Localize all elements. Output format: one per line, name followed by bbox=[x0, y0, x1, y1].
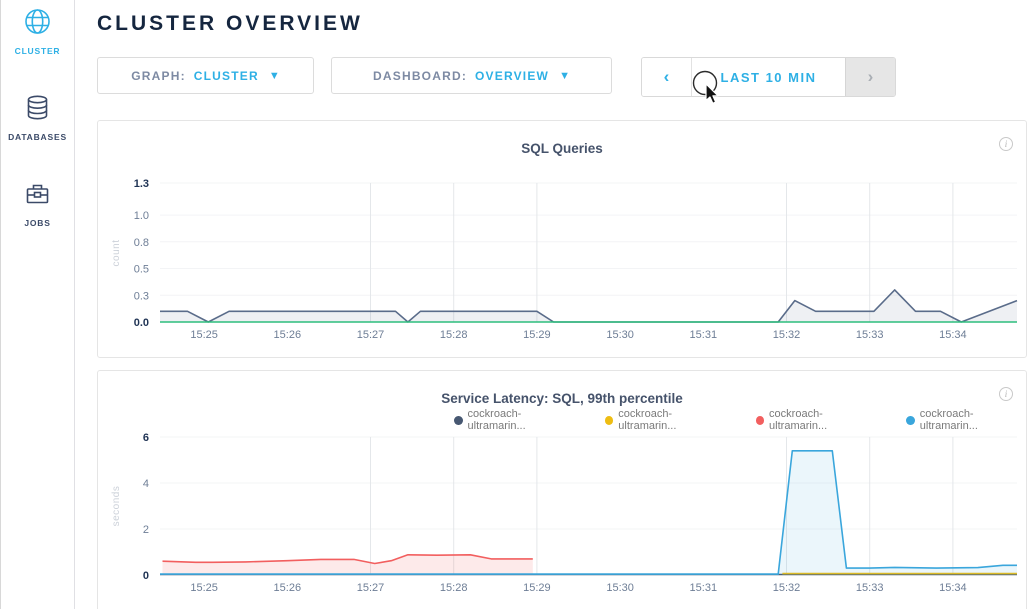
svg-text:seconds: seconds bbox=[111, 486, 122, 527]
chevron-down-icon: ▼ bbox=[559, 69, 570, 82]
svg-text:15:30: 15:30 bbox=[606, 582, 634, 594]
graph-dropdown-value: CLUSTER bbox=[193, 68, 259, 83]
info-icon[interactable]: i bbox=[999, 137, 1013, 151]
chevron-down-icon: ▼ bbox=[268, 69, 280, 82]
time-range-prev-button[interactable]: ‹ bbox=[642, 58, 691, 96]
svg-text:1.3: 1.3 bbox=[134, 178, 149, 190]
svg-text:2: 2 bbox=[143, 524, 149, 536]
chart-legend: cockroach-ultramarin... cockroach-ultrama… bbox=[454, 408, 1026, 432]
legend-item[interactable]: cockroach-ultramarin... bbox=[604, 408, 725, 432]
svg-text:0.0: 0.0 bbox=[134, 317, 149, 329]
svg-text:15:26: 15:26 bbox=[274, 329, 302, 341]
legend-dot-icon bbox=[454, 415, 463, 425]
svg-text:0.8: 0.8 bbox=[134, 237, 149, 249]
legend-label: cockroach-ultramarin... bbox=[618, 408, 677, 432]
graph-dropdown[interactable]: GRAPH: CLUSTER ▼ bbox=[97, 57, 314, 94]
dashboard-dropdown[interactable]: DASHBOARD: OVERVIEW ▼ bbox=[331, 57, 612, 94]
svg-text:15:31: 15:31 bbox=[690, 582, 718, 594]
controls-bar: GRAPH: CLUSTER ▼ DASHBOARD: OVERVIEW ▼ ‹… bbox=[97, 57, 1032, 97]
legend-dot-icon bbox=[906, 415, 915, 425]
legend-label: cockroach-ultramarin... bbox=[769, 408, 828, 432]
legend-dot-icon bbox=[755, 415, 765, 425]
databases-icon bbox=[24, 94, 51, 126]
svg-text:0.5: 0.5 bbox=[134, 264, 149, 276]
time-range-next-button[interactable]: › bbox=[846, 58, 895, 96]
sidebar-item-databases[interactable]: DATABASES bbox=[8, 94, 67, 142]
chart-title: Service Latency: SQL, 99th percentile bbox=[441, 391, 683, 406]
sidebar-item-label: JOBS bbox=[24, 218, 51, 228]
service-latency-chart[interactable]: 0 2 4 6 15:25 15:26 15:27 15:28 15:29 15:30 15:31 1… bbox=[98, 371, 1028, 609]
info-icon[interactable]: i bbox=[999, 387, 1013, 401]
svg-text:6: 6 bbox=[143, 432, 149, 444]
chevron-left-icon: ‹ bbox=[663, 67, 670, 86]
legend-dot-icon bbox=[604, 415, 614, 425]
svg-text:0.3: 0.3 bbox=[134, 290, 149, 302]
service-latency-chart-panel: Service Latency: SQL, 99th percentile i … bbox=[97, 370, 1027, 609]
svg-text:15:29: 15:29 bbox=[523, 582, 551, 594]
legend-item[interactable]: cockroach-ultramarin... bbox=[454, 408, 574, 432]
chevron-right-icon: › bbox=[867, 67, 874, 86]
svg-text:0: 0 bbox=[143, 570, 149, 582]
svg-text:15:33: 15:33 bbox=[856, 582, 884, 594]
sidebar: CLUSTER DATABASES JOBS bbox=[1, 0, 75, 609]
svg-text:15:32: 15:32 bbox=[773, 329, 801, 341]
svg-text:15:27: 15:27 bbox=[357, 582, 385, 594]
briefcase-icon bbox=[24, 180, 51, 212]
chart-title: SQL Queries bbox=[521, 141, 603, 156]
svg-text:15:30: 15:30 bbox=[606, 329, 634, 341]
svg-text:15:31: 15:31 bbox=[690, 329, 718, 341]
legend-item[interactable]: cockroach-ultramarin... bbox=[906, 408, 1026, 432]
sidebar-item-jobs[interactable]: JOBS bbox=[24, 180, 51, 228]
svg-text:15:28: 15:28 bbox=[440, 582, 468, 594]
main-content: CLUSTER OVERVIEW GRAPH: CLUSTER ▼ DASHBO… bbox=[76, 0, 1032, 609]
svg-text:15:25: 15:25 bbox=[190, 329, 218, 341]
legend-label: cockroach-ultramarin... bbox=[919, 408, 978, 432]
svg-text:15:25: 15:25 bbox=[190, 582, 218, 594]
dashboard-dropdown-label: DASHBOARD: bbox=[373, 68, 468, 83]
svg-text:15:32: 15:32 bbox=[773, 582, 801, 594]
globe-icon bbox=[24, 8, 51, 40]
svg-text:15:26: 15:26 bbox=[274, 582, 302, 594]
svg-text:15:28: 15:28 bbox=[440, 329, 468, 341]
svg-text:15:29: 15:29 bbox=[523, 329, 551, 341]
time-range-selector: ‹ LAST 10 MIN › bbox=[641, 57, 896, 97]
time-range-label[interactable]: LAST 10 MIN bbox=[691, 58, 846, 96]
page-title: CLUSTER OVERVIEW bbox=[97, 12, 363, 35]
sidebar-item-label: CLUSTER bbox=[14, 46, 61, 56]
svg-text:count: count bbox=[111, 240, 122, 267]
svg-text:15:33: 15:33 bbox=[856, 329, 884, 341]
sidebar-item-label: DATABASES bbox=[8, 132, 67, 142]
svg-text:4: 4 bbox=[143, 478, 149, 490]
graph-dropdown-label: GRAPH: bbox=[131, 68, 186, 83]
sql-queries-chart-panel: SQL Queries i 0.0 0.3 0.5 0.8 1.0 1.3 15:25 15:… bbox=[97, 120, 1027, 358]
sql-queries-chart[interactable]: 0.0 0.3 0.5 0.8 1.0 1.3 15:25 15:26 15:27 15:28 15… bbox=[98, 121, 1028, 359]
dashboard-dropdown-value: OVERVIEW bbox=[475, 68, 550, 83]
sidebar-item-cluster[interactable]: CLUSTER bbox=[15, 8, 61, 56]
svg-text:15:34: 15:34 bbox=[939, 329, 967, 341]
legend-item[interactable]: cockroach-ultramarin... bbox=[755, 408, 876, 432]
legend-label: cockroach-ultramarin... bbox=[467, 408, 526, 432]
svg-text:15:27: 15:27 bbox=[357, 329, 385, 341]
svg-text:15:34: 15:34 bbox=[939, 582, 967, 594]
svg-text:1.0: 1.0 bbox=[134, 210, 149, 222]
